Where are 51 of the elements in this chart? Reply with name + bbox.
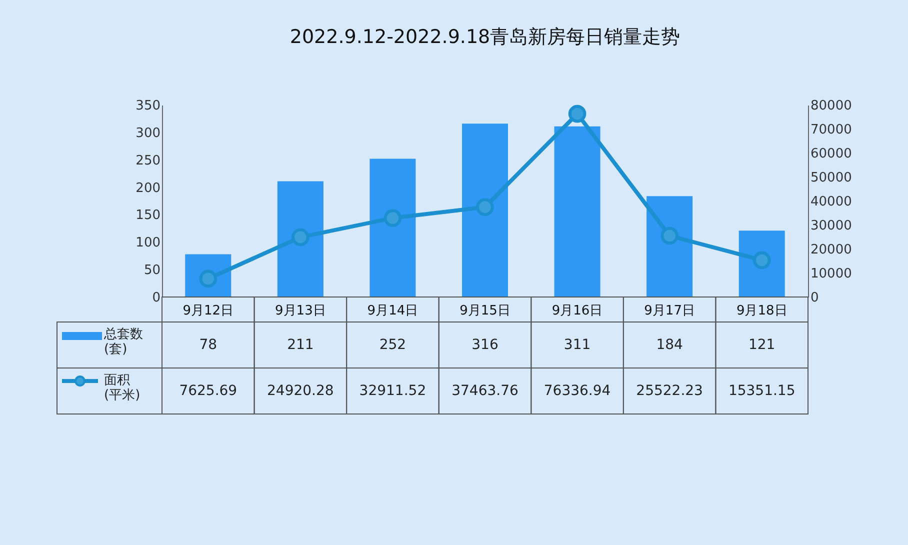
bar: [646, 196, 693, 297]
point: [660, 226, 678, 245]
data-label: 76336.94: [544, 383, 611, 399]
y2-tick-label: 40000: [810, 194, 852, 210]
data-label: 211: [287, 337, 314, 353]
x-tick-label: 9月13日: [275, 304, 326, 318]
x-tick-label: 9月16日: [552, 304, 603, 318]
y2-tick-label: 70000: [810, 122, 852, 138]
y2-tick-label: 50000: [810, 170, 852, 186]
y2-tick-label: 60000: [810, 146, 852, 162]
data-label: 15351.15: [728, 383, 796, 399]
data-label: 25522.23: [636, 383, 703, 399]
point: [568, 104, 586, 123]
legend-label: 总套数 (套): [103, 327, 143, 357]
x-tick-label: 9月15日: [460, 304, 510, 318]
bar: [370, 158, 416, 297]
data-label: 184: [656, 337, 684, 353]
x-tick-label: 9月17日: [644, 304, 695, 318]
point: [476, 198, 494, 216]
x-tick-label: 9月12日: [182, 304, 234, 318]
data-label: 78: [199, 337, 218, 353]
data-label: 37463.76: [452, 383, 518, 399]
y-tick-label: 50: [144, 263, 160, 278]
y2-tick-label: 20000: [810, 242, 852, 258]
y-tick-label: 150: [136, 208, 160, 224]
data-label: 311: [564, 337, 591, 353]
point: [292, 228, 310, 246]
y-tick-label: 100: [136, 236, 160, 251]
y2-tick-label: 0: [810, 290, 819, 306]
bar: [277, 181, 324, 297]
bar: [462, 124, 508, 297]
chart-title: 2022.9.12-2022.9.18青岛新房每日销量走势: [290, 26, 680, 48]
data-label: 252: [379, 337, 406, 353]
y-tick-label: 250: [136, 153, 160, 168]
data-label: 32911.52: [359, 383, 426, 399]
y-tick-label: 300: [136, 126, 160, 141]
data-label: 316: [472, 337, 498, 353]
y2-tick-label: 30000: [810, 218, 852, 234]
data-label: 24920.28: [267, 383, 334, 399]
y2-tick-label: 10000: [810, 266, 852, 282]
x-tick-label: 9月14日: [367, 304, 418, 318]
legend-label: 面积 (平米): [104, 373, 140, 403]
x-tick-label: 9月18日: [736, 304, 788, 318]
y-tick-label: 350: [136, 98, 160, 114]
data-label: 121: [748, 337, 776, 353]
y2-tick-label: 80000: [810, 98, 852, 114]
point: [384, 209, 402, 227]
y-tick-label: 0: [152, 290, 160, 306]
y-tick-label: 200: [136, 180, 160, 196]
bar: [554, 126, 600, 297]
data-label: 7625.69: [179, 383, 238, 399]
